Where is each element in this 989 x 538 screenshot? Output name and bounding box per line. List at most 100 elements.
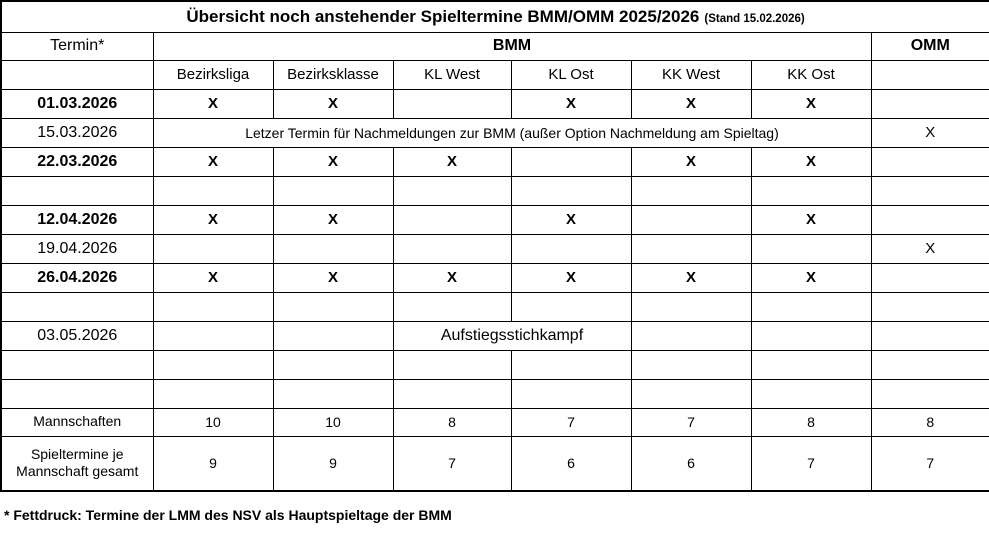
date-cell: 01.03.2026 — [0, 88, 154, 119]
header-bmm: BMM — [152, 31, 872, 61]
subheader-kl-west: KL West — [392, 59, 512, 90]
fettdruck-footnote: * Fettdruck: Termine der LMM des NSV als… — [4, 507, 452, 523]
summary-value: 7 — [630, 407, 752, 437]
blank-row — [0, 175, 989, 206]
empty-cell — [750, 349, 872, 380]
summary-value: 10 — [272, 407, 394, 437]
header-omm: OMM — [870, 31, 989, 61]
date-cell: 19.04.2026 — [0, 233, 154, 264]
empty-cell — [0, 175, 154, 206]
summary-value: 9 — [272, 435, 394, 492]
x-mark-cell: X — [272, 262, 394, 293]
empty-cell — [510, 378, 632, 409]
x-mark-cell: X — [750, 262, 872, 293]
summary-value: 7 — [510, 407, 632, 437]
aufstieg-merged-cell: Aufstiegsstichkampf — [392, 320, 632, 351]
empty-cell — [870, 204, 989, 235]
empty-cell — [510, 146, 632, 177]
title-row: Übersicht noch anstehender Spieltermine … — [0, 0, 989, 33]
empty-cell — [870, 320, 989, 351]
empty-cell — [272, 378, 394, 409]
empty-cell — [750, 320, 872, 351]
page-title: Übersicht noch anstehender Spieltermine … — [186, 6, 700, 26]
x-mark-cell: X — [272, 204, 394, 235]
table-row: 01.03.2026 X X X X X — [0, 88, 989, 119]
empty-cell — [272, 349, 394, 380]
x-mark-cell: X — [870, 233, 989, 264]
summary-value: 7 — [392, 435, 512, 492]
empty-cell — [152, 291, 274, 322]
empty-cell — [870, 262, 989, 293]
x-mark-cell: X — [630, 262, 752, 293]
empty-cell — [630, 349, 752, 380]
empty-cell — [152, 378, 274, 409]
empty-cell — [510, 349, 632, 380]
empty-cell — [630, 291, 752, 322]
x-mark-cell: X — [630, 88, 752, 119]
empty-cell — [272, 175, 394, 206]
empty-cell — [392, 378, 512, 409]
empty-cell — [750, 291, 872, 322]
x-mark-cell: X — [510, 262, 632, 293]
empty-cell — [272, 233, 394, 264]
subheader-bezirksklasse: Bezirksklasse — [272, 59, 394, 90]
x-mark-cell: X — [152, 146, 274, 177]
date-cell: 15.03.2026 — [0, 117, 154, 148]
empty-cell — [750, 175, 872, 206]
empty-cell — [0, 291, 154, 322]
empty-cell — [392, 233, 512, 264]
date-cell: 22.03.2026 — [0, 146, 154, 177]
summary-value: 7 — [870, 435, 989, 492]
empty-cell — [392, 175, 512, 206]
empty-cell — [392, 291, 512, 322]
summary-value: 8 — [392, 407, 512, 437]
date-cell: 03.05.2026 — [0, 320, 154, 351]
x-mark-cell: X — [152, 262, 274, 293]
nachmeldung-note-cell: Letzer Termin für Nachmeldungen zur BMM … — [152, 117, 872, 148]
header-row: Termin* BMM OMM — [0, 31, 989, 61]
header-termin: Termin* — [0, 31, 154, 61]
x-mark-cell: X — [272, 146, 394, 177]
empty-cell — [630, 378, 752, 409]
empty-cell — [750, 233, 872, 264]
x-mark-cell: X — [392, 146, 512, 177]
summary-value: 8 — [870, 407, 989, 437]
subheader-row: Bezirksliga Bezirksklasse KL West KL Ost… — [0, 59, 989, 90]
date-cell: 26.04.2026 — [0, 262, 154, 293]
summary-label: Mannschaften — [0, 407, 154, 437]
empty-cell — [870, 291, 989, 322]
x-mark-cell: X — [750, 204, 872, 235]
empty-cell — [0, 378, 154, 409]
x-mark-cell: X — [750, 146, 872, 177]
table-row: 19.04.2026 X — [0, 233, 989, 264]
x-mark-cell: X — [392, 262, 512, 293]
x-mark-cell: X — [152, 204, 274, 235]
x-mark-cell: X — [510, 204, 632, 235]
empty-cell — [392, 88, 512, 119]
title-date-stamp: (Stand 15.02.2026) — [704, 12, 805, 25]
empty-cell — [870, 59, 989, 90]
title-cell: Übersicht noch anstehender Spieltermine … — [0, 0, 989, 33]
empty-cell — [630, 320, 752, 351]
summary-value: 6 — [630, 435, 752, 492]
subheader-kk-ost: KK Ost — [750, 59, 872, 90]
summary-value: 8 — [750, 407, 872, 437]
empty-cell — [152, 233, 274, 264]
empty-cell — [630, 233, 752, 264]
empty-cell — [630, 175, 752, 206]
spieltermine-row: Spieltermine je Mannschaft gesamt 9 9 7 … — [0, 435, 989, 492]
empty-cell — [870, 175, 989, 206]
empty-cell — [510, 175, 632, 206]
empty-cell — [152, 349, 274, 380]
table-row: 15.03.2026 Letzer Termin für Nachmeldung… — [0, 117, 989, 148]
blank-row — [0, 349, 989, 380]
subheader-bezirksliga: Bezirksliga — [152, 59, 274, 90]
empty-cell — [510, 291, 632, 322]
empty-cell — [272, 320, 394, 351]
empty-cell — [0, 59, 154, 90]
empty-cell — [870, 349, 989, 380]
x-mark-cell: X — [870, 117, 989, 148]
x-mark-cell: X — [510, 88, 632, 119]
summary-value: 10 — [152, 407, 274, 437]
x-mark-cell: X — [630, 146, 752, 177]
